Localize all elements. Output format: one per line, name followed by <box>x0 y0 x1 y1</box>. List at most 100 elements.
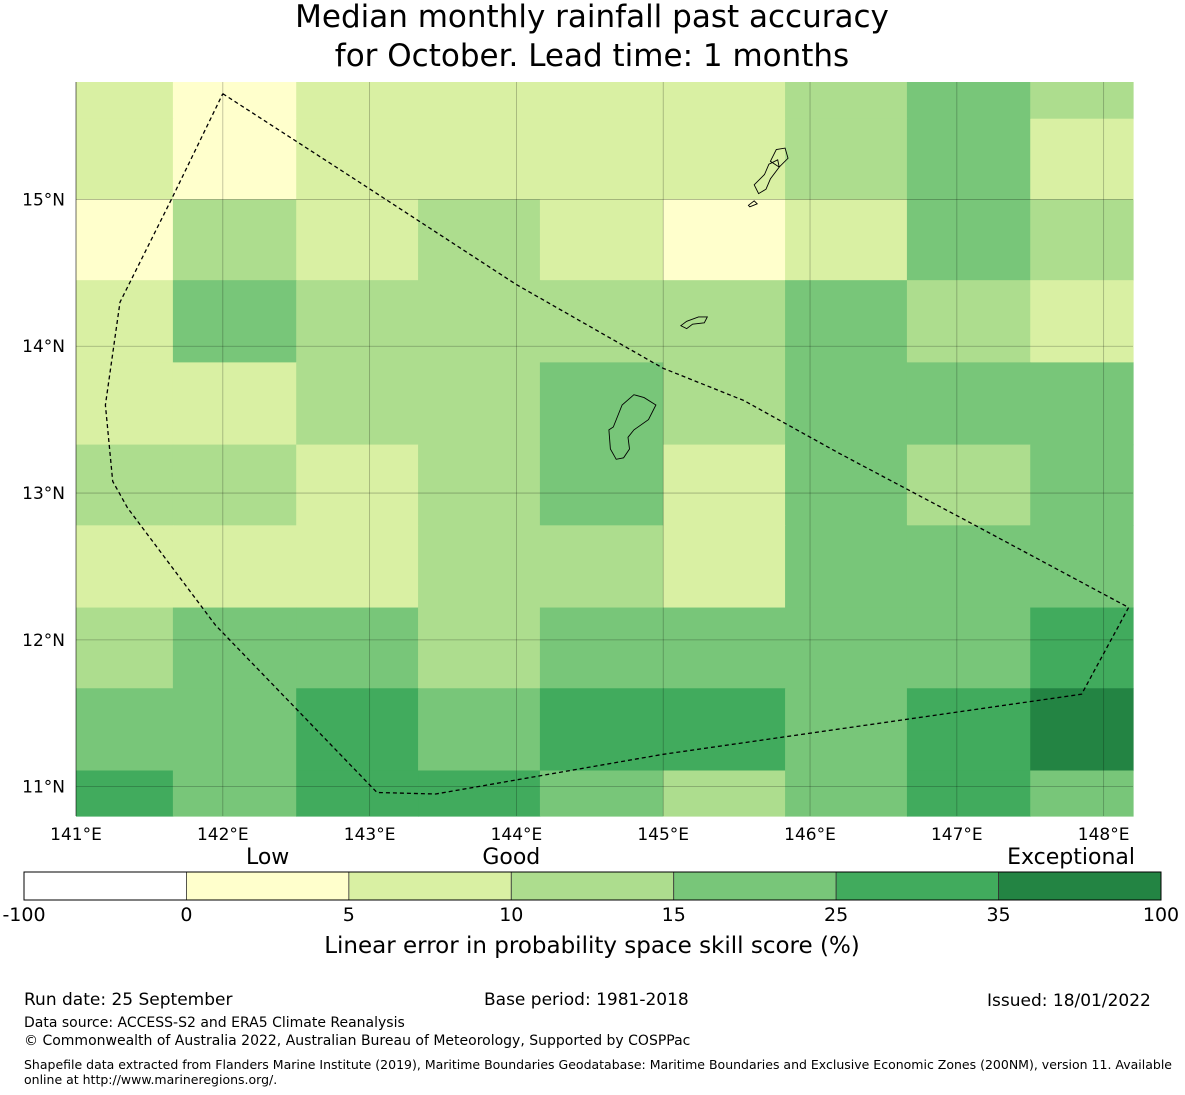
heatmap-cell <box>1030 362 1134 446</box>
x-tick-label: 143°E <box>344 825 396 845</box>
heatmap-cell <box>906 607 1031 689</box>
heatmap-cell <box>296 82 419 120</box>
heatmap-cell <box>906 770 1031 817</box>
heatmap-cell <box>1030 444 1134 526</box>
colorbar-tick-label: -100 <box>2 904 45 926</box>
heatmap-cell <box>539 770 664 817</box>
heatmap-cell <box>76 525 174 609</box>
colorbar-tick-label: 0 <box>180 904 192 926</box>
colorbar-bin <box>186 871 350 901</box>
colorbar: -100 0 5 10 15 25 35 100 Low Good Exceptional <box>2 845 1179 926</box>
colorbar-category-label: Good <box>482 845 540 870</box>
y-tick-label: 12°N <box>22 631 65 651</box>
colorbar-tick-label: 25 <box>824 904 848 926</box>
heatmap-cell <box>785 118 908 201</box>
heatmap-cell <box>906 444 1031 526</box>
heatmap-cell <box>539 525 664 609</box>
heatmap-cell <box>76 362 174 446</box>
heatmap-cell <box>172 770 297 817</box>
heatmap-cell <box>76 770 174 817</box>
y-tick-label: 15°N <box>22 190 65 210</box>
colorbar-tick-label: 5 <box>343 904 355 926</box>
heatmap-cell <box>1030 118 1134 201</box>
x-tick-label: 144°E <box>491 825 543 845</box>
island-outline <box>608 394 657 460</box>
heatmap-cell <box>172 444 297 526</box>
heatmap-cell <box>76 607 174 689</box>
run-date: Run date: 25 September <box>24 990 233 1010</box>
heatmap-cell <box>418 444 541 526</box>
colorbar-tick-label: 10 <box>499 904 523 926</box>
island-outline <box>679 316 709 330</box>
colorbar-bin <box>673 871 837 901</box>
heatmap-cell <box>906 688 1031 772</box>
issued-date: Issued: 18/01/2022 <box>987 991 1151 1011</box>
heatmap-cell <box>418 607 541 689</box>
x-tick-label: 146°E <box>784 825 836 845</box>
data-source: Data source: ACCESS-S2 and ERA5 Climate … <box>24 1015 405 1031</box>
heatmap-cell <box>539 118 664 201</box>
heatmap-cell <box>76 444 174 526</box>
heatmap-cell <box>418 82 541 120</box>
heatmap-cell <box>172 525 297 609</box>
colorbar-frame <box>23 871 1162 901</box>
heatmap-cell <box>663 82 786 120</box>
heatmap-cell <box>76 82 174 120</box>
copyright: © Commonwealth of Australia 2022, Austra… <box>24 1033 691 1049</box>
heatmap-cell <box>785 525 908 609</box>
eez-boundary <box>104 93 1130 795</box>
heatmap-cells <box>76 82 1134 817</box>
heatmap-cell <box>539 82 664 120</box>
x-tick-label: 142°E <box>197 825 249 845</box>
heatmap-cell <box>172 362 297 446</box>
heatmap-cell <box>418 280 541 363</box>
heatmap-cell <box>539 199 664 281</box>
heatmap-cell <box>663 280 786 363</box>
x-tick-label: 148°E <box>1078 825 1130 845</box>
island-outline <box>769 147 789 168</box>
heatmap-cell <box>663 770 786 817</box>
y-tick-label: 11°N <box>22 778 65 798</box>
heatmap-cell <box>663 688 786 772</box>
heatmap-cell <box>296 280 419 363</box>
heatmap-cell <box>296 199 419 281</box>
heatmap-cell <box>663 444 786 526</box>
heatmap-cell <box>296 607 419 689</box>
heatmap-cell <box>906 525 1031 609</box>
heatmap-cell <box>785 688 908 772</box>
heatmap-cell <box>172 688 297 772</box>
heatmap-cell <box>418 362 541 446</box>
colorbar-tick-label: 15 <box>662 904 686 926</box>
heatmap-cell <box>296 525 419 609</box>
colorbar-bin <box>348 871 512 901</box>
heatmap-cell <box>663 525 786 609</box>
heatmap-cell <box>785 770 908 817</box>
y-tick-label: 14°N <box>22 337 65 357</box>
heatmap-cell <box>539 280 664 363</box>
heatmap-cell <box>785 82 908 120</box>
x-tick-label: 145°E <box>637 825 689 845</box>
heatmap-cell <box>172 118 297 201</box>
colorbar-category-label: Low <box>246 845 289 870</box>
heatmap-cell <box>296 118 419 201</box>
heatmap-cell <box>663 362 786 446</box>
lat-lon-gridlines <box>75 82 1133 816</box>
heatmap-cell <box>296 444 419 526</box>
heatmap-cell <box>906 82 1031 120</box>
rainfall-accuracy-chart: Median monthly rainfall past accuracy fo… <box>2 0 1179 959</box>
heatmap-cell <box>296 362 419 446</box>
heatmap-cell <box>296 688 419 772</box>
heatmap-cell <box>1030 82 1134 120</box>
y-axis-ticks: 11°N 12°N 13°N 14°N 15°N <box>22 190 65 797</box>
x-tick-label: 147°E <box>931 825 983 845</box>
chart-title-line-2: for October. Lead time: 1 months <box>335 38 849 74</box>
heatmap-cell <box>1030 280 1134 363</box>
heatmap-cell <box>906 199 1031 281</box>
island-outline <box>747 200 759 208</box>
heatmap-cell <box>172 280 297 363</box>
heatmap-cell <box>418 688 541 772</box>
heatmap-cell <box>785 199 908 281</box>
colorbar-category-label: Exceptional <box>1007 845 1135 870</box>
heatmap-cell <box>906 362 1031 446</box>
heatmap-cell <box>785 280 908 363</box>
